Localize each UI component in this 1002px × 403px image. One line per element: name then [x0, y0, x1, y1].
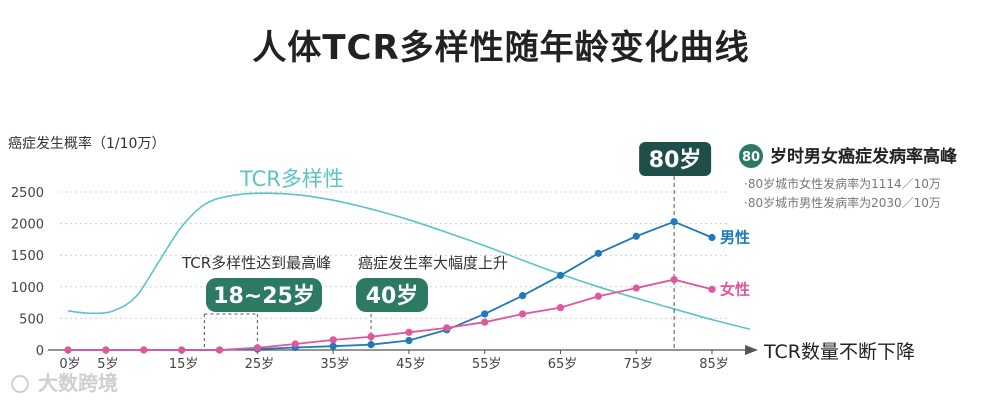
badge-peak-text: 18~25岁 [213, 283, 315, 309]
x-tick-label: 15岁 [169, 357, 199, 372]
data-point [670, 275, 678, 284]
data-point [405, 328, 413, 336]
data-point [405, 336, 413, 345]
legend-line: ·80岁城市男性发病率为2030／10万 [744, 195, 941, 210]
x-tick-label: 65岁 [548, 357, 578, 372]
data-point [556, 271, 565, 280]
data-point [670, 218, 678, 226]
badge-80-text: 80岁 [649, 147, 702, 173]
x-axis-label: TCR数量不断下降 [763, 341, 915, 363]
x-tick-label: 35岁 [320, 357, 350, 372]
badge-peak-bg [206, 278, 322, 312]
legend-heading: 岁时男女癌症发病率高峰 [770, 146, 958, 167]
legend-badge-circle [739, 144, 763, 168]
data-point [291, 340, 299, 348]
y-axis-label: 癌症发生概率（1/10万） [8, 135, 165, 152]
badge-rise-text: 40岁 [366, 283, 419, 309]
y-tick-label: 1000 [11, 281, 44, 296]
data-point [178, 346, 186, 354]
watermark-logo-icon [11, 375, 29, 393]
x-axis-arrow [745, 345, 758, 355]
data-point [594, 249, 602, 257]
x-tick-label: 25岁 [245, 357, 275, 372]
x-axis-ticks: 0岁 5岁 15岁 25岁 35岁 45岁 55岁 65岁 75岁 85岁 [59, 350, 729, 372]
y-tick-label: 0 [36, 344, 44, 359]
series-label-female: 女性 [720, 280, 750, 298]
watermark: 大数跨境 [38, 371, 118, 395]
y-axis-ticks: 0 500 1000 1500 2000 2500 [11, 186, 44, 359]
data-point [329, 336, 337, 344]
data-point [632, 232, 640, 240]
annotation-rise-text: 癌症发生率大幅度上升 [358, 254, 508, 272]
data-point [594, 292, 602, 300]
data-point [443, 324, 451, 332]
data-point [518, 310, 527, 318]
y-tick-label: 2500 [11, 186, 44, 201]
data-point [215, 346, 224, 354]
badge-rise-bg [356, 278, 428, 312]
data-point [102, 346, 110, 354]
data-point [518, 292, 527, 300]
x-tick-label: 75岁 [623, 357, 653, 372]
data-point [367, 333, 375, 341]
x-tick-label: 5岁 [97, 357, 118, 372]
data-point [481, 318, 489, 326]
data-point [329, 342, 337, 350]
y-tick-label: 1500 [11, 249, 44, 264]
y-tick-label: 2000 [11, 218, 44, 233]
series-line-female [68, 278, 713, 351]
badge-80-bg [639, 142, 712, 176]
x-tick-label: 55岁 [472, 357, 502, 372]
data-point [367, 341, 375, 349]
data-point [481, 310, 489, 318]
annotations: TCR多样性达到最高峰 18~25岁 癌症发生率大幅度上升 40岁 80岁 [181, 142, 712, 350]
legend-badge-text: 80 [742, 150, 760, 165]
data-point [632, 284, 640, 292]
data-point [708, 285, 716, 293]
x-tick-label: 0岁 [59, 357, 80, 372]
y-tick-label: 500 [19, 312, 44, 327]
annotation-peak-text: TCR多样性达到最高峰 [181, 254, 331, 272]
series-label-male: 男性 [720, 229, 750, 247]
data-point [64, 346, 72, 354]
legend: 80 岁时男女癌症发病率高峰 ·80岁城市女性发病率为1114／10万 ·80岁城市男… [739, 144, 958, 210]
x-tick-label: 45岁 [396, 357, 426, 372]
data-point [708, 233, 716, 242]
tcr-curve-label: TCR多样性 [239, 167, 344, 191]
legend-line: ·80岁城市女性发病率为1114／10万 [744, 176, 941, 191]
data-point [253, 344, 262, 352]
data-point [556, 304, 565, 312]
data-point [140, 346, 148, 354]
x-tick-label: 85岁 [699, 357, 729, 372]
chart-title: 人体TCR多样性随年龄变化曲线 [252, 28, 750, 68]
